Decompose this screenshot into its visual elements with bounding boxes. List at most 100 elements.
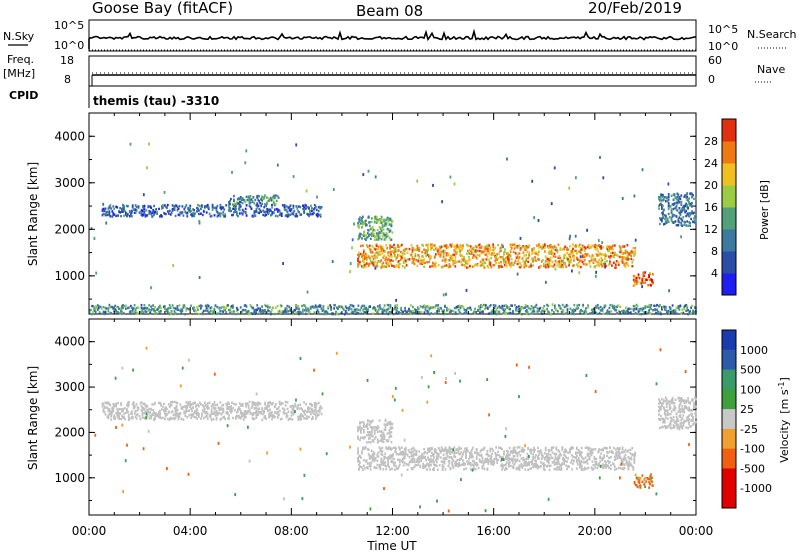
data-cell xyxy=(458,452,461,456)
data-cell xyxy=(563,450,566,454)
data-cell xyxy=(487,459,490,462)
data-cell xyxy=(148,304,151,307)
data-cell xyxy=(187,409,190,413)
data-cell xyxy=(375,309,377,312)
data-cell xyxy=(695,197,697,200)
data-cell xyxy=(99,305,102,309)
data-cell xyxy=(509,464,512,468)
data-cell xyxy=(630,254,633,258)
data-cell xyxy=(613,244,616,247)
data-cell xyxy=(106,213,109,217)
data-cell xyxy=(97,304,100,308)
data-cell xyxy=(401,251,404,255)
data-cell xyxy=(609,247,611,250)
data-cell xyxy=(403,454,406,457)
data-cell xyxy=(599,309,602,312)
data-cell xyxy=(336,306,338,310)
data-cell xyxy=(363,222,365,226)
data-cell xyxy=(548,259,551,262)
data-cell xyxy=(163,305,166,308)
data-cell xyxy=(254,404,257,407)
data-cell xyxy=(362,468,364,471)
data-cell xyxy=(433,256,436,259)
data-cell xyxy=(464,265,466,268)
data-cell xyxy=(103,410,106,414)
data-cell xyxy=(377,232,380,235)
data-cell xyxy=(371,260,374,263)
data-cell xyxy=(389,217,392,221)
data-cell xyxy=(400,306,403,310)
data-cell xyxy=(397,458,399,461)
data-cell xyxy=(425,459,427,462)
data-cell xyxy=(412,247,415,250)
data-cell xyxy=(511,304,513,307)
power-colorbar-segment xyxy=(722,251,736,274)
data-cell xyxy=(583,466,586,469)
data-cell xyxy=(686,204,689,207)
data-cell xyxy=(302,204,304,207)
data-cell xyxy=(478,246,481,249)
data-cell xyxy=(248,201,251,204)
data-cell xyxy=(413,458,416,461)
data-cell xyxy=(369,248,372,251)
data-cell xyxy=(301,408,303,411)
data-cell xyxy=(553,463,556,466)
data-cell xyxy=(519,247,522,250)
data-cell xyxy=(370,255,373,258)
data-cell xyxy=(603,265,605,268)
data-cell xyxy=(431,451,433,455)
data-cell xyxy=(449,256,452,259)
data-cell xyxy=(223,305,225,309)
data-cell xyxy=(487,250,490,253)
data-cell xyxy=(111,408,114,411)
data-cell xyxy=(540,264,542,268)
data-cell xyxy=(608,245,610,248)
data-cell xyxy=(294,308,297,312)
data-cell xyxy=(367,263,370,266)
data-cell xyxy=(306,415,308,418)
data-cell xyxy=(370,461,373,464)
data-cell xyxy=(599,155,601,159)
data-cell xyxy=(525,310,528,313)
data-cell xyxy=(361,255,363,258)
data-cell xyxy=(268,405,270,408)
data-cell xyxy=(685,209,688,213)
data-cell xyxy=(443,460,446,463)
data-cell xyxy=(568,261,570,265)
data-cell xyxy=(388,258,390,261)
data-cell xyxy=(569,450,571,454)
data-cell xyxy=(213,309,216,312)
data-cell xyxy=(384,461,387,464)
data-cell xyxy=(355,312,358,315)
data-cell xyxy=(134,415,137,418)
data-cell xyxy=(253,211,256,214)
data-cell xyxy=(680,217,683,221)
data-cell xyxy=(140,303,143,307)
data-cell xyxy=(165,309,168,313)
data-cell xyxy=(357,238,359,241)
data-cell xyxy=(233,402,235,406)
data-cell xyxy=(459,463,461,467)
data-cell xyxy=(251,400,254,404)
data-cell xyxy=(334,304,336,307)
data-cell xyxy=(266,207,268,211)
data-cell xyxy=(667,312,670,315)
data-cell xyxy=(468,266,470,269)
data-cell xyxy=(105,401,108,405)
data-cell xyxy=(454,311,457,314)
data-cell xyxy=(396,309,399,312)
data-cell xyxy=(245,204,248,207)
data-cell xyxy=(578,243,581,246)
data-cell xyxy=(318,408,321,411)
data-cell xyxy=(513,446,516,449)
data-cell xyxy=(529,307,532,311)
data-cell xyxy=(269,408,271,411)
data-cell xyxy=(205,306,208,310)
data-cell xyxy=(434,265,437,268)
data-cell xyxy=(620,259,623,263)
data-cell xyxy=(626,251,629,254)
data-cell xyxy=(557,460,560,463)
data-cell xyxy=(589,312,591,315)
data-cell xyxy=(198,415,200,418)
